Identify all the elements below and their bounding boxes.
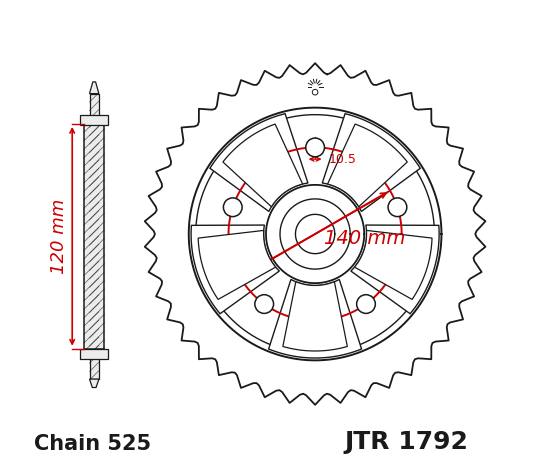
- Polygon shape: [90, 379, 99, 388]
- Circle shape: [357, 295, 375, 314]
- Polygon shape: [354, 230, 432, 300]
- Circle shape: [306, 138, 324, 157]
- Text: 10.5: 10.5: [329, 153, 357, 166]
- Bar: [80, 349, 108, 359]
- Text: JTR 1792: JTR 1792: [344, 430, 468, 454]
- Polygon shape: [223, 124, 302, 207]
- Circle shape: [255, 295, 274, 314]
- Polygon shape: [322, 114, 420, 212]
- Circle shape: [223, 198, 242, 217]
- Bar: [80, 115, 108, 125]
- Polygon shape: [191, 225, 279, 314]
- Text: Chain 525: Chain 525: [34, 434, 151, 454]
- Circle shape: [388, 198, 407, 217]
- Polygon shape: [269, 279, 362, 358]
- Polygon shape: [283, 282, 347, 351]
- Polygon shape: [210, 114, 308, 212]
- Text: 140 mm: 140 mm: [324, 229, 406, 248]
- Polygon shape: [198, 230, 276, 300]
- Bar: [90, 94, 99, 379]
- Text: 120 mm: 120 mm: [50, 199, 68, 274]
- Polygon shape: [90, 82, 99, 94]
- Polygon shape: [351, 225, 439, 314]
- Circle shape: [312, 89, 318, 95]
- Bar: [84, 124, 105, 349]
- Polygon shape: [328, 124, 407, 207]
